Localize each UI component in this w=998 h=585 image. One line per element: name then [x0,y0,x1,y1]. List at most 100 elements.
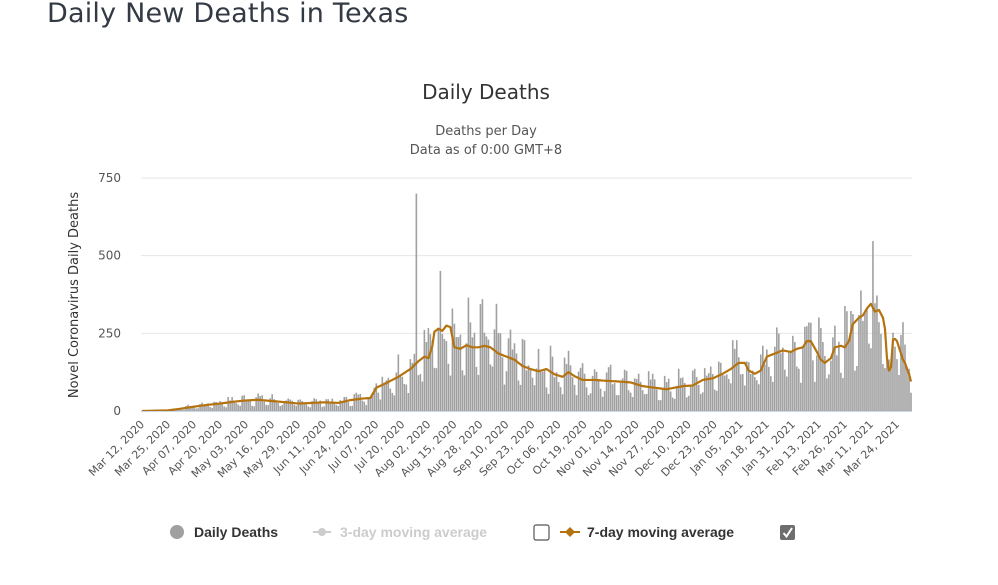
daily-deaths-bar [405,384,408,411]
daily-deaths-bar [862,320,864,411]
daily-deaths-bar [433,367,436,411]
y-axis-ticks: 0 250 500 750 [98,171,121,418]
daily-deaths-bar [285,400,287,411]
daily-deaths-bar [373,387,376,411]
daily-deaths-bar [637,373,640,411]
daily-deaths-bar [786,376,788,411]
daily-deaths-bar [834,325,836,411]
daily-deaths-bar [281,405,283,411]
daily-deaths-bar [483,332,486,411]
daily-deaths-bar [543,369,546,411]
daily-deaths-bar [545,387,548,411]
daily-deaths-bar [265,404,267,411]
daily-deaths-bar [766,349,768,411]
daily-deaths-bar [363,401,366,411]
daily-deaths-bar [383,382,386,411]
daily-deaths-bar [896,359,898,411]
daily-deaths-bar [491,366,494,411]
daily-deaths-bar [495,303,498,411]
daily-deaths-bar [379,399,382,411]
daily-deaths-bar [403,383,406,411]
daily-deaths-bar [842,378,844,411]
daily-deaths-bar [756,380,758,411]
daily-deaths-bar [299,399,302,411]
legend-label-7day-average: 7-day moving average [587,524,734,540]
daily-deaths-bar [910,392,912,411]
daily-deaths-bar [535,368,538,411]
daily-deaths-bar [393,395,396,411]
daily-deaths-bar [852,314,854,411]
daily-deaths-bar [735,340,738,411]
daily-deaths-bar [407,392,410,411]
daily-deaths-bar [894,346,896,411]
daily-deaths-bar [253,406,255,411]
daily-deaths-bar [259,396,261,411]
daily-deaths-bar [878,322,880,411]
daily-deaths-bar [792,335,794,411]
daily-deaths-bar [321,406,324,411]
daily-deaths-bar [812,360,814,411]
daily-deaths-bar [613,383,616,411]
daily-deaths-bar [463,375,466,411]
legend-marker-7day-icon [565,527,575,537]
daily-deaths-bar [283,401,285,411]
legend-item-daily-deaths[interactable]: Daily Deaths [170,524,278,540]
daily-deaths-bar [469,322,472,411]
daily-deaths-bar [866,308,868,411]
daily-deaths-bar [661,388,664,411]
daily-deaths-bar [339,400,342,411]
daily-deaths-bar [751,370,754,411]
daily-deaths-bar [760,354,762,411]
daily-deaths-bar [649,379,652,411]
daily-deaths-bar [509,329,512,411]
daily-deaths-bar [517,380,520,411]
daily-deaths-bar [179,408,181,411]
daily-deaths-bar [245,400,247,411]
daily-deaths-bar [567,350,570,411]
daily-deaths-bar [725,374,728,411]
daily-deaths-bar [563,357,566,411]
daily-deaths-bar [357,394,360,411]
daily-deaths-bar [629,392,632,411]
daily-deaths-bar [569,365,572,411]
y-tick-label: 500 [98,249,121,263]
daily-deaths-bar [337,406,340,411]
daily-deaths-bar [351,405,354,411]
legend-item-7day-average[interactable]: 7-day moving average [560,524,734,540]
daily-deaths-bar [419,374,422,411]
daily-deaths-bar [836,355,838,411]
daily-deaths-bar [275,400,277,411]
legend-item-3day-average[interactable]: 3-day moving average [313,524,487,540]
daily-deaths-bar [908,368,910,411]
checkbox-7day-average[interactable] [780,525,795,540]
daily-deaths-bar [301,401,304,411]
daily-deaths-bar [443,338,446,411]
daily-deaths-bar [749,374,752,411]
daily-deaths-bar [764,364,766,411]
daily-deaths-bar [513,343,516,411]
daily-deaths-bar [671,397,674,411]
daily-deaths-bar [279,406,281,411]
daily-deaths-bar [876,295,878,411]
legend-circle-icon [170,525,184,539]
daily-deaths-bar [906,366,908,411]
daily-deaths-bar [329,402,332,411]
daily-deaths-bar [421,381,424,411]
daily-deaths-bar [313,398,316,411]
daily-deaths-bar [824,356,826,411]
daily-deaths-bar [459,334,462,411]
legend-marker-3day-icon [318,528,326,536]
daily-deaths-bar [381,376,384,411]
daily-deaths-bar [784,369,786,411]
daily-deaths-bar [695,377,698,411]
legend: Daily Deaths 3-day moving average 7-day … [170,524,795,541]
daily-deaths-bar [293,404,295,411]
daily-deaths-bar [854,370,856,411]
daily-deaths-bar [375,383,378,411]
daily-deaths-bar [217,403,219,411]
checkbox-3day-average[interactable] [533,524,550,541]
daily-deaths-bar [239,405,241,411]
daily-deaths-bar [675,385,678,411]
daily-deaths-bar [593,369,596,411]
daily-deaths-bar [521,338,524,411]
